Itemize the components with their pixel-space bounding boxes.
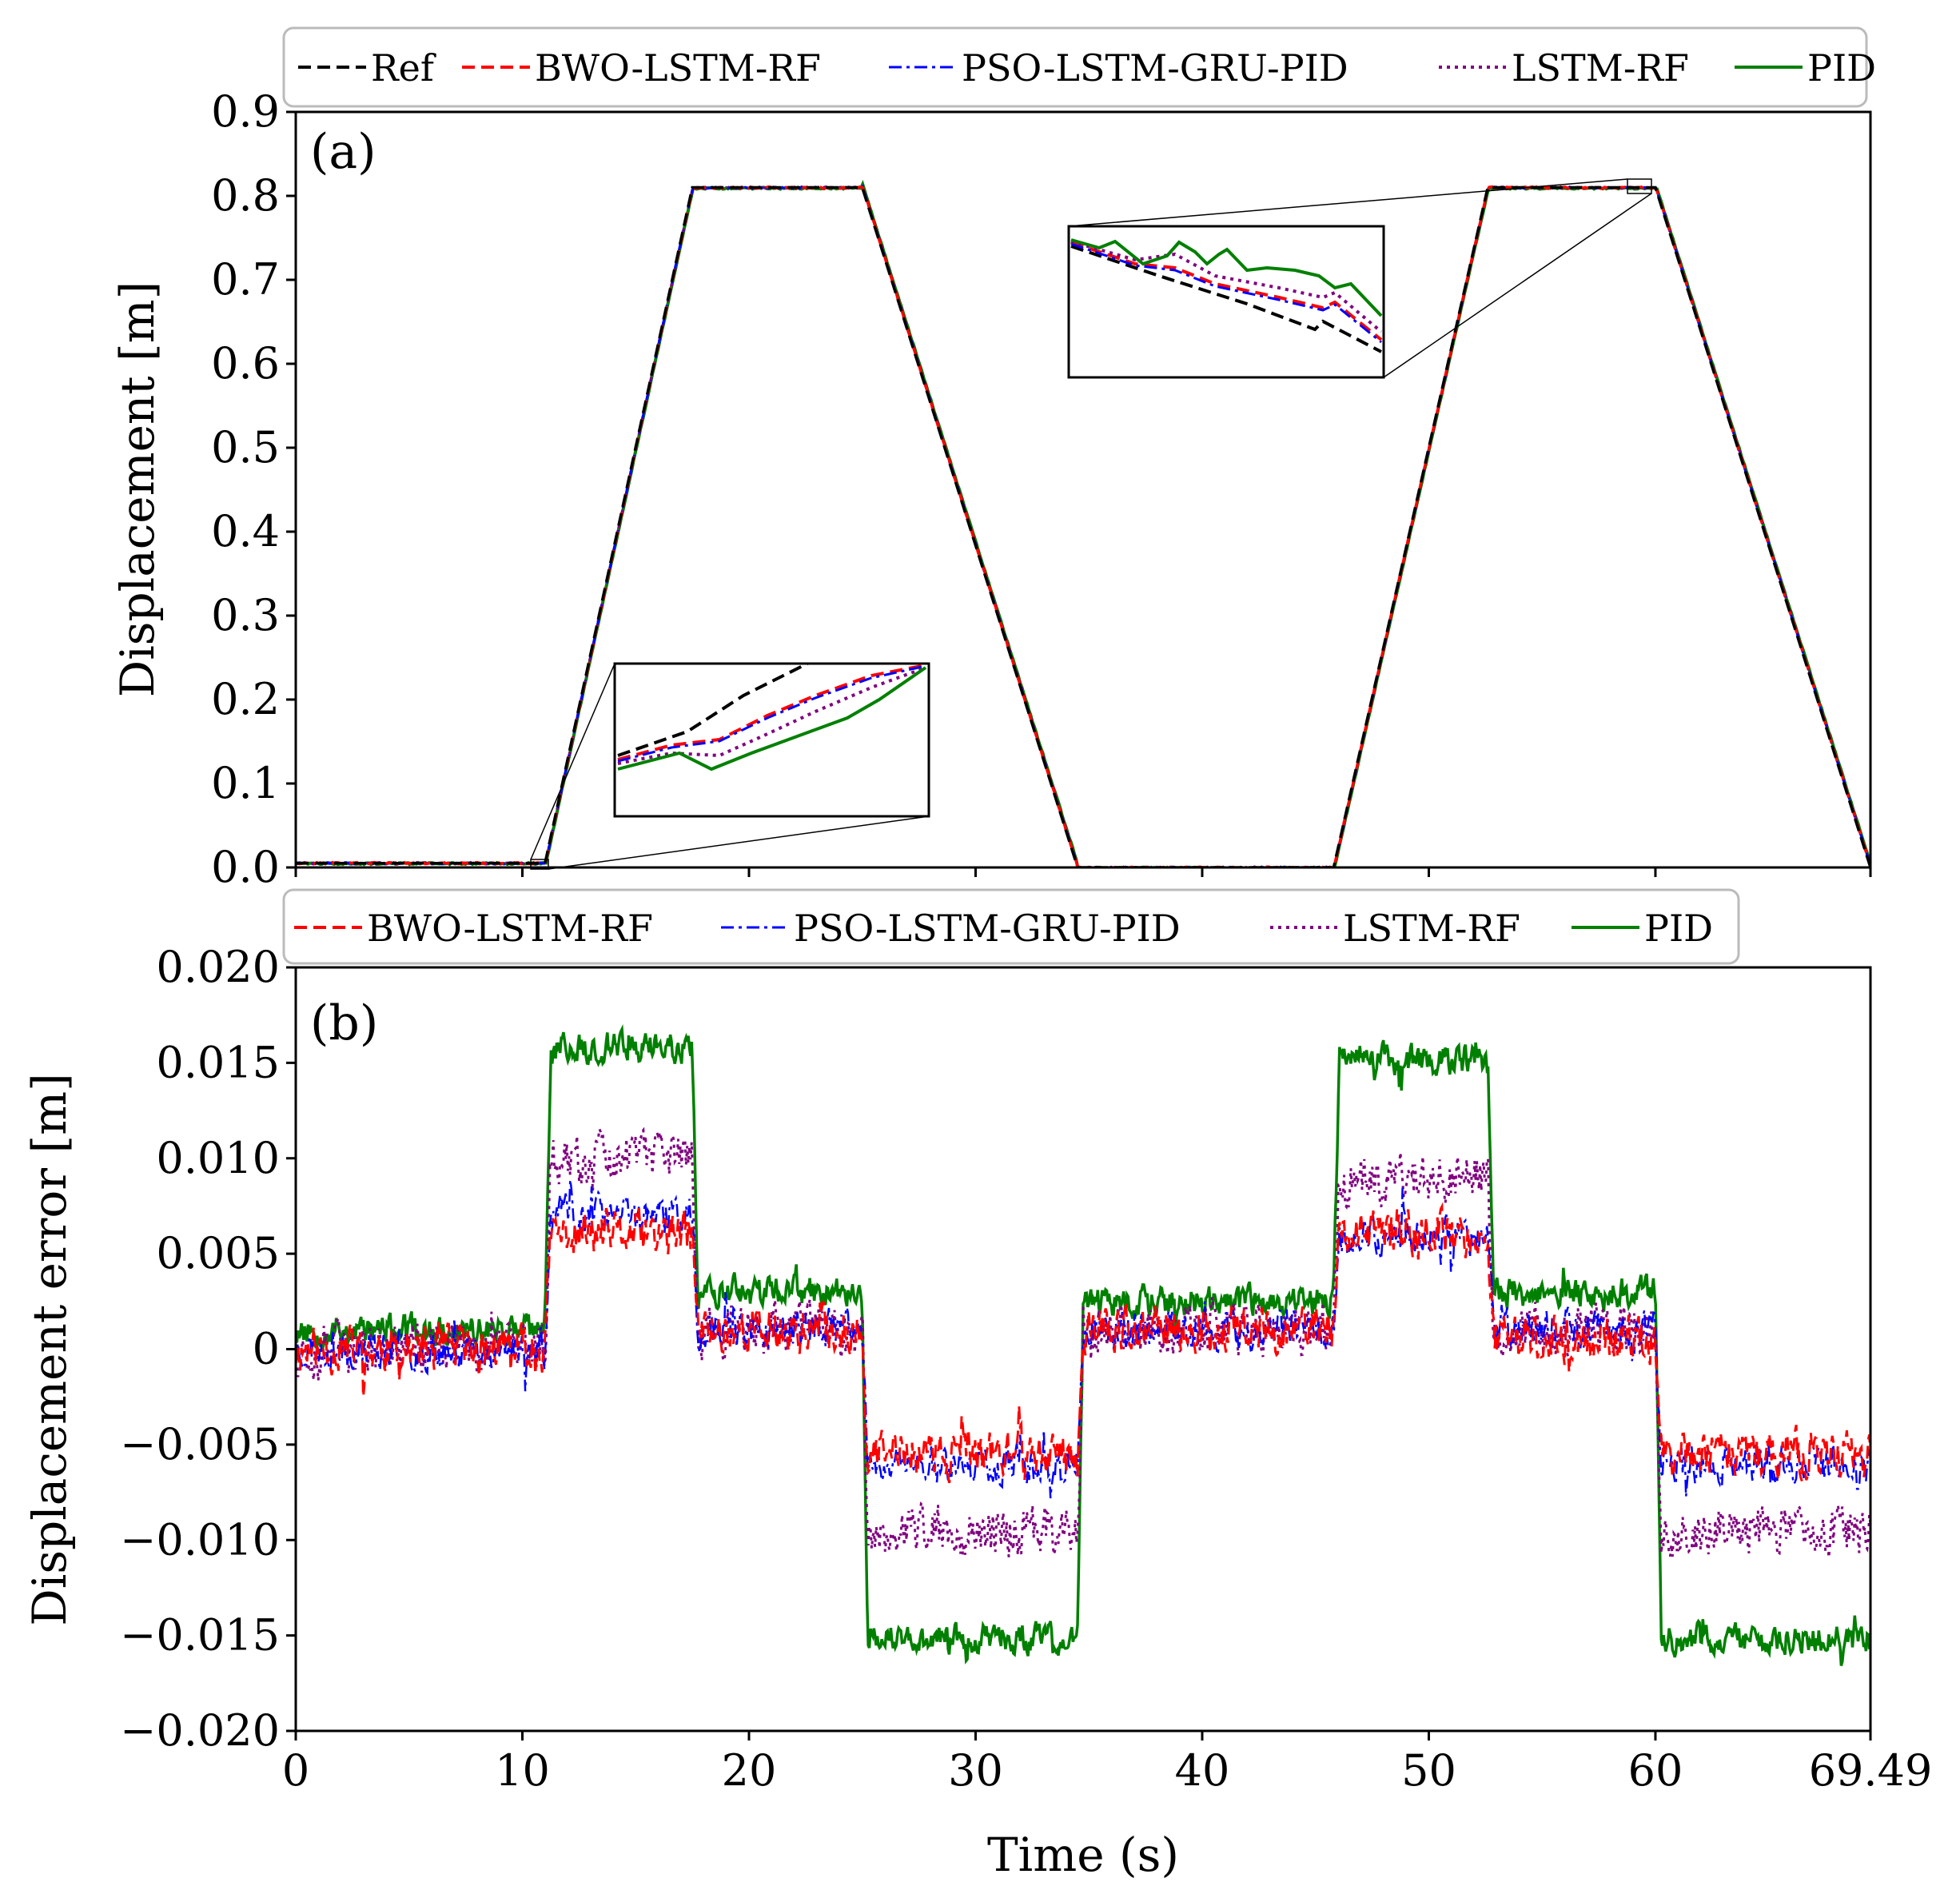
panel-b-x-tick-label: 50: [1401, 1745, 1456, 1796]
panel-b-x-tick-label: 40: [1175, 1745, 1230, 1796]
inset-1-pso-line: [617, 664, 926, 763]
panel-a: 0.0 0.1 0.2 0.3 0.4 0.5 0.6 0.7 0.8 0.9 (a) Displ…: [110, 26, 1876, 892]
panel-b-y-tick-label: −0.015: [120, 1610, 280, 1661]
panel-a-y-tick-label: 0.8: [211, 170, 280, 221]
legend-b-pid-label: PID: [1644, 907, 1713, 950]
panel-b-y-tick-label: 0.005: [156, 1228, 280, 1278]
panel-b-pid-line: [296, 1024, 1870, 1666]
inset-2-pso-line: [1070, 242, 1382, 344]
legend-a-ref-label: Ref: [371, 46, 436, 90]
panel-a-frame: [294, 110, 1872, 869]
panel-b-x-tick-label: 69.49: [1809, 1745, 1933, 1796]
legend-b-entry-lstm: LSTM-RF: [1270, 907, 1520, 950]
legend-b-entry-pid: PID: [1572, 907, 1713, 950]
panel-a-y-axis-label: Displacement [m]: [110, 281, 165, 698]
inset-1-bwo-line: [617, 664, 926, 761]
panel-a-y-tick-label: 0.4: [211, 506, 280, 556]
panel-b-y-axis-label: Displacement error [m]: [22, 1073, 77, 1625]
panel-a-ref-line: [296, 185, 1870, 867]
legend-b: BWO-LSTM-RF PSO-LSTM-GRU-PID LSTM-RF PID: [282, 888, 1740, 965]
legend-a-entry-lstm: LSTM-RF: [1439, 46, 1689, 90]
panel-a-y-tick-label: 0.7: [211, 254, 280, 305]
inset-1-connector-top: [530, 663, 615, 860]
panel-b-plot-area: [296, 1024, 1870, 1666]
inset-2-zoom-box: [1627, 178, 1652, 194]
legend-b-entry-bwo: BWO-LSTM-RF: [294, 907, 653, 950]
panel-b-y-tick-label: 0.010: [156, 1133, 280, 1183]
inset-2-bwo-line: [1070, 241, 1383, 341]
panel-a-plot-area: [296, 179, 1870, 867]
inset-2: [1067, 178, 1652, 379]
legend-a-lstm-label: LSTM-RF: [1512, 46, 1689, 90]
panel-a-y-tick-label: 0.5: [211, 422, 280, 473]
x-axis-label: Time (s): [987, 1828, 1179, 1882]
legend-b-bwo-label: BWO-LSTM-RF: [367, 907, 653, 950]
inset-2-lstm-line: [1070, 240, 1383, 333]
panel-b-x-tick-label: 30: [948, 1745, 1003, 1796]
inset-2-ref-line: [1070, 245, 1382, 353]
inset-2-lines: [1070, 238, 1383, 353]
panel-a-y-tick-label: 0.2: [211, 674, 280, 724]
panel-b-y-tick-label: −0.020: [120, 1705, 280, 1756]
panel-b-y-tick-label: −0.010: [120, 1514, 280, 1565]
panel-a-y-tick-label: 0.6: [211, 338, 280, 389]
legend-b-entry-pso: PSO-LSTM-GRU-PID: [721, 907, 1181, 950]
legend-a: Ref BWO-LSTM-RF PSO-LSTM-GRU-PID LSTM-RF…: [282, 26, 1876, 108]
inset-1-lines: [617, 662, 927, 772]
legend-a-pid-label: PID: [1807, 46, 1876, 90]
inset-2-pid-line: [1070, 238, 1383, 317]
panel-b-y-tick-label: 0: [253, 1324, 280, 1374]
legend-a-entry-bwo: BWO-LSTM-RF: [462, 46, 821, 90]
legend-b-lstm-label: LSTM-RF: [1343, 907, 1520, 950]
panel-a-y-tick-label: 0.0: [211, 842, 280, 892]
legend-b-pso-label: PSO-LSTM-GRU-PID: [794, 907, 1181, 950]
inset-1-frame: [613, 662, 930, 818]
legend-a-pso-label: PSO-LSTM-GRU-PID: [962, 46, 1348, 90]
panel-b-x-tick-label: 60: [1628, 1745, 1683, 1796]
legend-b-box: [282, 888, 1740, 965]
panel-b-y-ticks: 0.020 0.015 0.010 0.005 0 −0.005 −0.010 −0.015 −…: [120, 942, 296, 1756]
panel-b-x-ticks: 0 10 20 30 40 50 60 69.49: [282, 1731, 1932, 1796]
panel-a-y-tick-label: 0.1: [211, 758, 280, 808]
panel-a-y-tick-label: 0.9: [211, 86, 280, 137]
panel-a-y-tick-label: 0.3: [211, 590, 280, 640]
inset-2-connector-top: [1068, 178, 1628, 227]
inset-1-zoom-box: [530, 859, 549, 870]
inset-1-pid-line: [617, 666, 927, 772]
panel-b-y-tick-label: 0.015: [156, 1037, 280, 1087]
legend-a-bwo-label: BWO-LSTM-RF: [535, 46, 821, 90]
legend-a-entry-pid: PID: [1735, 46, 1876, 90]
panel-b-label: (b): [310, 995, 378, 1051]
panel-b-y-tick-label: 0.020: [156, 942, 280, 992]
inset-1-ref-line: [617, 662, 808, 757]
legend-a-entry-pso: PSO-LSTM-GRU-PID: [889, 46, 1348, 90]
panel-b-x-tick-label: 0: [282, 1745, 309, 1796]
legend-a-box: [282, 26, 1868, 108]
panel-a-y-ticks: 0.0 0.1 0.2 0.3 0.4 0.5 0.6 0.7 0.8 0.9: [211, 86, 296, 892]
panel-b-y-tick-label: −0.005: [120, 1419, 280, 1469]
inset-1-connector-bottom: [548, 815, 930, 870]
panel-b: 0.020 0.015 0.010 0.005 0 −0.005 −0.010 −0.015 −…: [22, 888, 1932, 1882]
panel-b-bwo-line: [296, 1202, 1870, 1484]
panel-a-x-ticks: [294, 867, 1872, 877]
inset-1: [530, 662, 930, 870]
panel-b-x-tick-label: 20: [722, 1745, 777, 1796]
panel-b-x-tick-label: 10: [495, 1745, 550, 1796]
legend-a-entry-ref: Ref: [298, 46, 436, 90]
inset-2-connector-bottom: [1383, 193, 1652, 378]
panel-a-label: (a): [310, 124, 376, 180]
